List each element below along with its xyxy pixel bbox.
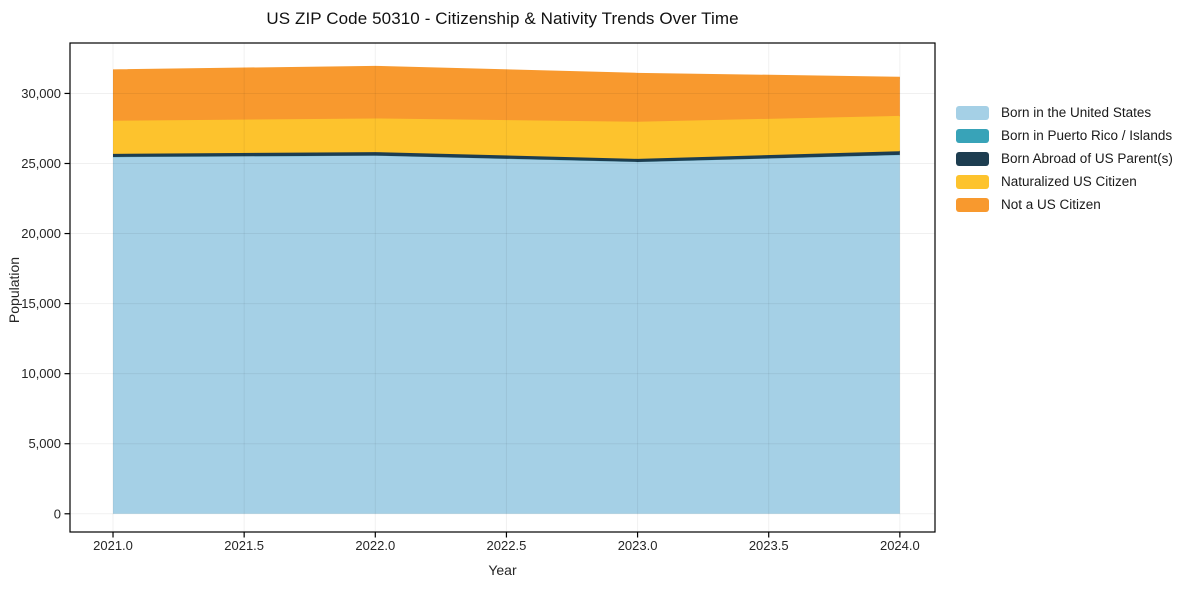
area-line-2 <box>113 150 900 160</box>
legend-item-2[interactable]: Born Abroad of US Parent(s) <box>956 152 1173 166</box>
legend-item-4[interactable]: Not a US Citizen <box>956 198 1173 212</box>
x-tick-label: 2023.5 <box>749 538 789 553</box>
legend-label: Born in the United States <box>1001 105 1152 120</box>
y-tick-label: 0 <box>54 506 61 521</box>
legend-label: Not a US Citizen <box>1001 197 1101 212</box>
legend-swatch <box>956 152 989 166</box>
x-tick-label: 2022.0 <box>355 538 395 553</box>
y-tick-label: 20,000 <box>21 226 61 241</box>
legend-label: Naturalized US Citizen <box>1001 174 1137 189</box>
area-band-1 <box>113 154 900 163</box>
area-band-0 <box>113 155 900 514</box>
legend-label: Born Abroad of US Parent(s) <box>1001 151 1173 166</box>
legend-item-0[interactable]: Born in the United States <box>956 106 1173 120</box>
y-tick-label: 5,000 <box>28 436 61 451</box>
x-tick-label: 2024.0 <box>880 538 920 553</box>
x-tick-label: 2022.5 <box>487 538 527 553</box>
x-tick-label: 2021.5 <box>224 538 264 553</box>
plot-frame <box>69 42 936 533</box>
y-tick-label: 10,000 <box>21 366 61 381</box>
legend-swatch <box>956 129 989 143</box>
legend-swatch <box>956 106 989 120</box>
y-tick-label: 25,000 <box>21 156 61 171</box>
area-band-2 <box>113 151 900 162</box>
area-line-4 <box>113 65 900 79</box>
x-axis-title: Year <box>488 562 517 578</box>
legend-swatch <box>956 175 989 189</box>
area-band-4 <box>113 66 900 122</box>
area-band-3 <box>113 115 900 159</box>
legend-label: Born in Puerto Rico / Islands <box>1001 128 1173 143</box>
x-tick-label: 2021.0 <box>93 538 133 553</box>
legend-item-3[interactable]: Naturalized US Citizen <box>956 175 1173 189</box>
x-tick-label: 2023.0 <box>618 538 658 553</box>
chart-title: US ZIP Code 50310 - Citizenship & Nativi… <box>266 9 739 28</box>
legend-item-1[interactable]: Born in Puerto Rico / Islands <box>956 129 1173 143</box>
y-tick-label: 15,000 <box>21 296 61 311</box>
y-tick-label: 30,000 <box>21 86 61 101</box>
legend-swatch <box>956 198 989 212</box>
legend: Born in the United States Born in Puerto … <box>956 106 1173 221</box>
